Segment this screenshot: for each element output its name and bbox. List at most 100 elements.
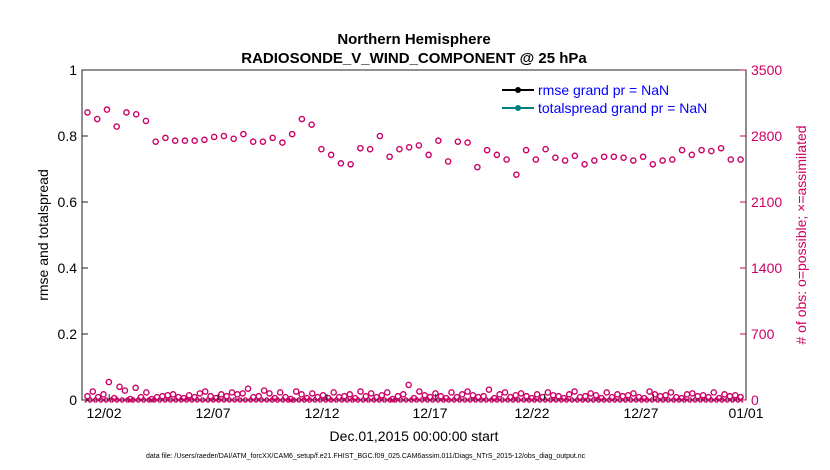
- obs-possible-point: [105, 378, 113, 386]
- obs-possible-point: [624, 391, 632, 399]
- legend-marker-rmse: [515, 87, 521, 93]
- obs-assimilated-point: [298, 397, 305, 403]
- obs-possible-point: [581, 160, 588, 168]
- obs-possible-point: [698, 146, 705, 154]
- obs-assimilated-point: [630, 397, 637, 403]
- obs-possible-point: [405, 381, 412, 389]
- axis-ticks: [82, 69, 747, 401]
- obs-possible-point: [207, 392, 214, 400]
- obs-possible-point: [394, 392, 402, 400]
- obs-assimilated-point: [598, 397, 605, 403]
- obs-possible-point: [532, 156, 540, 163]
- obs-possible-point: [240, 130, 247, 138]
- obs-possible-point: [544, 389, 552, 396]
- obs-possible-point: [503, 156, 510, 163]
- obs-possible-point: [220, 132, 228, 140]
- legend-label-totalspread: totalspread grand pr = NaN: [538, 100, 707, 116]
- obs-possible-point: [454, 138, 462, 145]
- obs-assimilated-point: [587, 397, 594, 403]
- obs-possible-point: [319, 391, 327, 399]
- obs-possible-point: [298, 391, 305, 398]
- obs-possible-point: [298, 115, 306, 123]
- obs-possible-point: [727, 156, 735, 163]
- obs-assimilated-point: [518, 397, 525, 403]
- x-tick-label: 12/17: [412, 405, 447, 421]
- obs-possible-point: [346, 391, 354, 398]
- obs-assimilated-point: [362, 397, 369, 403]
- obs-possible-point: [123, 109, 130, 116]
- obs-assimilated-point: [357, 397, 364, 403]
- x-axis-label: Dec.01,2015 00:00:00 start: [330, 428, 499, 444]
- obs-assimilated-point: [100, 397, 107, 403]
- obs-assimilated-point: [721, 397, 728, 403]
- obs-assimilated-point: [277, 397, 284, 403]
- obs-possible-point: [600, 153, 608, 161]
- obs-assimilated-point: [223, 397, 230, 403]
- obs-assimilated-point: [662, 397, 669, 403]
- obs-possible-point: [620, 154, 627, 161]
- obs-possible-point: [496, 391, 503, 398]
- obs-possible-point: [416, 388, 423, 395]
- x-tick-label: 12/07: [195, 405, 230, 421]
- obs-possible-point: [288, 130, 296, 138]
- obs-possible-point: [591, 157, 598, 164]
- obs-possible-point: [469, 391, 477, 399]
- obs-possible-point: [162, 134, 169, 142]
- obs-assimilated-point: [625, 397, 632, 403]
- obs-assimilated-point: [175, 397, 182, 403]
- obs-possible-point: [113, 123, 120, 130]
- obs-possible-point: [366, 145, 374, 153]
- obs-assimilated-point: [180, 397, 187, 403]
- obs-possible-point: [230, 135, 237, 143]
- obs-assimilated-point: [239, 397, 246, 403]
- obs-assimilated-point: [159, 397, 166, 403]
- obs-possible-point: [425, 151, 432, 159]
- obs-possible-point: [731, 391, 739, 399]
- obs-assimilated-point: [475, 397, 482, 403]
- obs-possible-point: [603, 389, 611, 396]
- obs-possible-point: [587, 390, 594, 397]
- obs-possible-point: [217, 391, 225, 398]
- obs-assimilated-point: [453, 397, 460, 403]
- obs-assimilated-point: [534, 397, 541, 403]
- obs-assimilated-point: [309, 397, 316, 403]
- obs-assimilated-point: [710, 397, 717, 403]
- obs-possible-point: [405, 144, 413, 151]
- obs-assimilated-point: [566, 397, 573, 403]
- obs-assimilated-point: [95, 397, 102, 403]
- obs-assimilated-point: [186, 397, 193, 403]
- obs-assimilated-point: [218, 397, 225, 403]
- obs-possible-point: [699, 391, 707, 399]
- obs-possible-point: [444, 158, 452, 165]
- obs-possible-point: [148, 395, 155, 403]
- obs-assimilated-point: [229, 397, 235, 403]
- obs-assimilated-point: [576, 397, 583, 403]
- obs-possible-point: [126, 395, 134, 403]
- obs-possible-point: [662, 391, 669, 399]
- obs-possible-point: [389, 395, 396, 403]
- obs-assimilated-point: [603, 397, 610, 403]
- obs-assimilated-point: [705, 397, 712, 403]
- obs-possible-point: [396, 145, 403, 153]
- obs-possible-point: [565, 391, 573, 398]
- y-left-tick-label: 0.6: [58, 194, 78, 210]
- obs-assimilated-point: [657, 397, 664, 403]
- legend-marker-totalspread: [515, 105, 521, 111]
- obs-assimilated-point: [389, 397, 396, 403]
- obs-possible-point: [464, 139, 471, 146]
- obs-possible-point: [555, 392, 562, 400]
- obs-assimilated-point: [716, 397, 723, 403]
- obs-possible-point: [592, 391, 600, 399]
- obs-possible-point: [522, 146, 530, 154]
- obs-possible-point: [667, 389, 675, 396]
- obs-possible-point: [116, 383, 123, 391]
- y-left-tick-label: 0.4: [58, 260, 78, 276]
- obs-assimilated-point: [459, 397, 466, 403]
- obs-assimilated-point: [411, 397, 417, 403]
- obs-possible-point: [378, 391, 386, 399]
- obs-possible-point: [132, 111, 140, 118]
- obs-possible-point: [474, 163, 481, 171]
- obs-possible-point: [191, 137, 198, 145]
- obs-assimilated-point: [303, 397, 310, 403]
